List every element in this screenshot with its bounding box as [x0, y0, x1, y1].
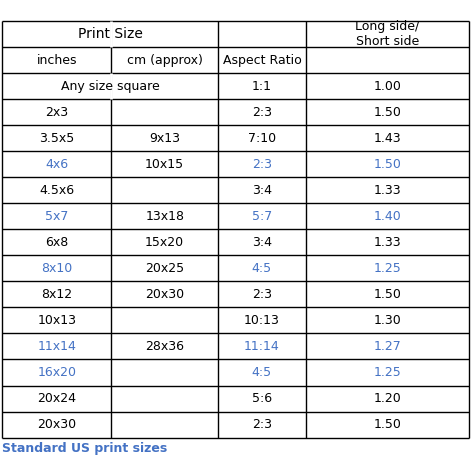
Text: 1.50: 1.50	[374, 418, 401, 431]
Text: 1.43: 1.43	[374, 132, 401, 145]
Text: 8x10: 8x10	[41, 262, 73, 275]
Text: 13x18: 13x18	[145, 210, 184, 223]
Text: 2:3: 2:3	[252, 418, 272, 431]
Text: Print Size: Print Size	[78, 27, 143, 41]
Text: 3:4: 3:4	[252, 184, 272, 197]
Text: 28x36: 28x36	[145, 340, 184, 353]
Text: 6x8: 6x8	[45, 236, 69, 249]
Text: 1.50: 1.50	[374, 106, 401, 119]
Text: 2:3: 2:3	[252, 288, 272, 301]
Text: 20x30: 20x30	[145, 288, 184, 301]
Text: 1.33: 1.33	[374, 184, 401, 197]
Text: 15x20: 15x20	[145, 236, 184, 249]
Text: inches: inches	[36, 54, 77, 66]
Text: 1.50: 1.50	[374, 158, 401, 171]
Text: 20x24: 20x24	[37, 392, 76, 405]
Text: 10x13: 10x13	[37, 314, 76, 327]
Text: 1.20: 1.20	[374, 392, 401, 405]
Text: 5:7: 5:7	[252, 210, 272, 223]
Text: 16x20: 16x20	[37, 366, 76, 379]
Text: Any size square: Any size square	[61, 80, 160, 93]
Text: 2:3: 2:3	[252, 106, 272, 119]
Text: Long side/
Short side: Long side/ Short side	[356, 20, 419, 48]
Text: 5x7: 5x7	[45, 210, 69, 223]
Text: cm (approx): cm (approx)	[127, 54, 203, 66]
Text: 3.5x5: 3.5x5	[39, 132, 74, 145]
Text: 1.25: 1.25	[374, 262, 401, 275]
Text: 1.27: 1.27	[374, 340, 401, 353]
Text: 7:10: 7:10	[248, 132, 276, 145]
Text: 1:1: 1:1	[252, 80, 272, 93]
Text: 4:5: 4:5	[252, 366, 272, 379]
Text: 4:5: 4:5	[252, 262, 272, 275]
Text: 5:6: 5:6	[252, 392, 272, 405]
Text: Standard US print sizes: Standard US print sizes	[2, 442, 168, 455]
Text: 1.25: 1.25	[374, 366, 401, 379]
Text: 1.30: 1.30	[374, 314, 401, 327]
Text: 2:3: 2:3	[252, 158, 272, 171]
Text: 10x15: 10x15	[145, 158, 184, 171]
Text: 8x12: 8x12	[41, 288, 73, 301]
Text: 20x30: 20x30	[37, 418, 76, 431]
Text: 2x3: 2x3	[46, 106, 68, 119]
Text: 1.50: 1.50	[374, 288, 401, 301]
Text: Aspect Ratio: Aspect Ratio	[222, 54, 301, 66]
Text: 20x25: 20x25	[145, 262, 184, 275]
Text: 10:13: 10:13	[244, 314, 280, 327]
Text: 4.5x6: 4.5x6	[39, 184, 74, 197]
Text: 1.33: 1.33	[374, 236, 401, 249]
Text: 1.00: 1.00	[374, 80, 401, 93]
Text: 11x14: 11x14	[37, 340, 76, 353]
Text: 11:14: 11:14	[244, 340, 280, 353]
Text: 1.40: 1.40	[374, 210, 401, 223]
Text: 3:4: 3:4	[252, 236, 272, 249]
Text: 9x13: 9x13	[149, 132, 180, 145]
Text: 4x6: 4x6	[46, 158, 68, 171]
